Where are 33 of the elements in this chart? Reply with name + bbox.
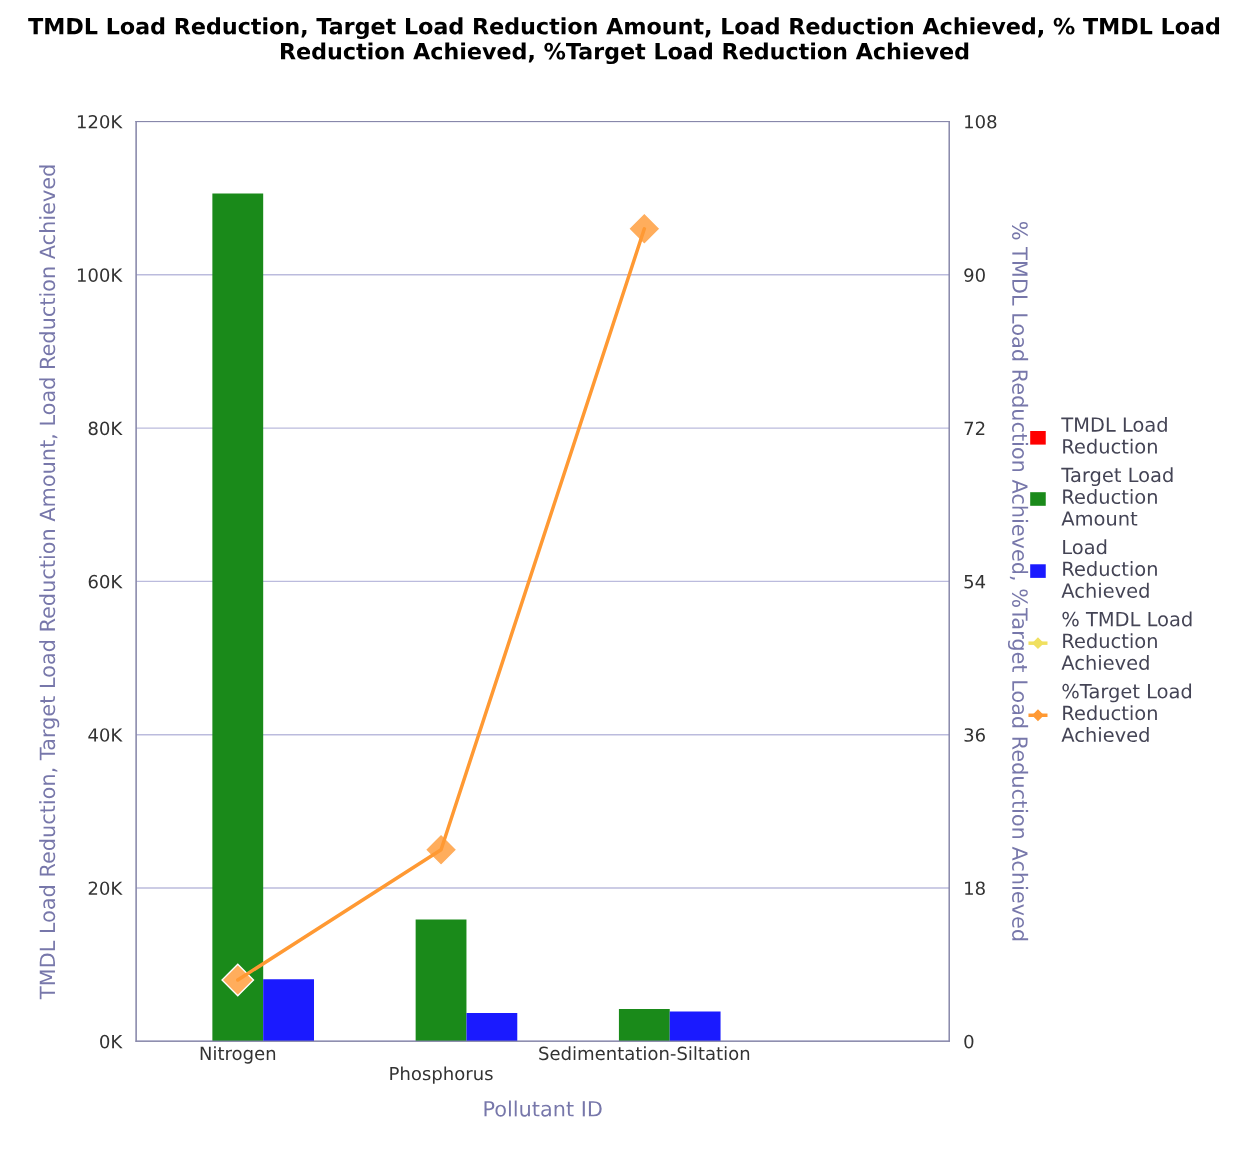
bar xyxy=(212,193,264,1042)
y2-tick-label: 90 xyxy=(964,268,985,282)
y-tick-label: 40K xyxy=(88,728,123,742)
y2-tick-label: 0 xyxy=(964,1034,974,1049)
legend-label: Target Load Reduction Amount xyxy=(1061,467,1173,526)
y2-tick-label: 72 xyxy=(964,421,985,435)
y2-tick-label: 108 xyxy=(965,114,997,129)
y2-tick-label: 36 xyxy=(964,728,985,742)
x-tick-label: Sedimentation-Siltation xyxy=(539,1046,750,1061)
y-tick-label: 80K xyxy=(88,421,123,436)
legend-label: TMDL Load Reduction xyxy=(1061,416,1167,454)
bar xyxy=(263,979,315,1042)
y2-tick-label: 54 xyxy=(964,575,986,589)
y-tick-label: 0K xyxy=(100,1034,123,1049)
bar xyxy=(669,1011,721,1042)
legend-label: %Target Load Reduction Achieved xyxy=(1061,683,1192,743)
x-tick-label: Phosphorus xyxy=(390,1066,493,1084)
y2-tick-label: 18 xyxy=(965,881,985,896)
x-axis-title: Pollutant ID xyxy=(484,1100,602,1117)
bar xyxy=(415,919,467,1042)
y-tick-label: 120K xyxy=(77,114,123,129)
y-axis-title: TMDL Load Reduction, Target Load Reduction Amount, Load Reduction Achieved xyxy=(39,165,60,1000)
legend-label: % TMDL Load Reduction Achieved xyxy=(1061,611,1192,671)
y-tick-label: 100K xyxy=(77,268,123,282)
legend-label: Load Reduction Achieved xyxy=(1061,539,1157,598)
chart-title: TMDL Load Reduction, Target Load Reduction Amount, Load Reduction Achieved, % TMDL Load Reduction Achieved, %Target Load Reduction Achieved xyxy=(28,17,1220,65)
x-tick-label: Nitrogen xyxy=(200,1046,276,1064)
point xyxy=(627,212,661,246)
y-tick-label: 20K xyxy=(88,881,123,896)
y2-axis-title: % TMDL Load Reduction Achieved, %Target Load Reduction Achieved xyxy=(1007,221,1029,941)
y-tick-label: 60K xyxy=(88,574,123,589)
bar xyxy=(618,1009,670,1042)
bar xyxy=(466,1012,518,1042)
